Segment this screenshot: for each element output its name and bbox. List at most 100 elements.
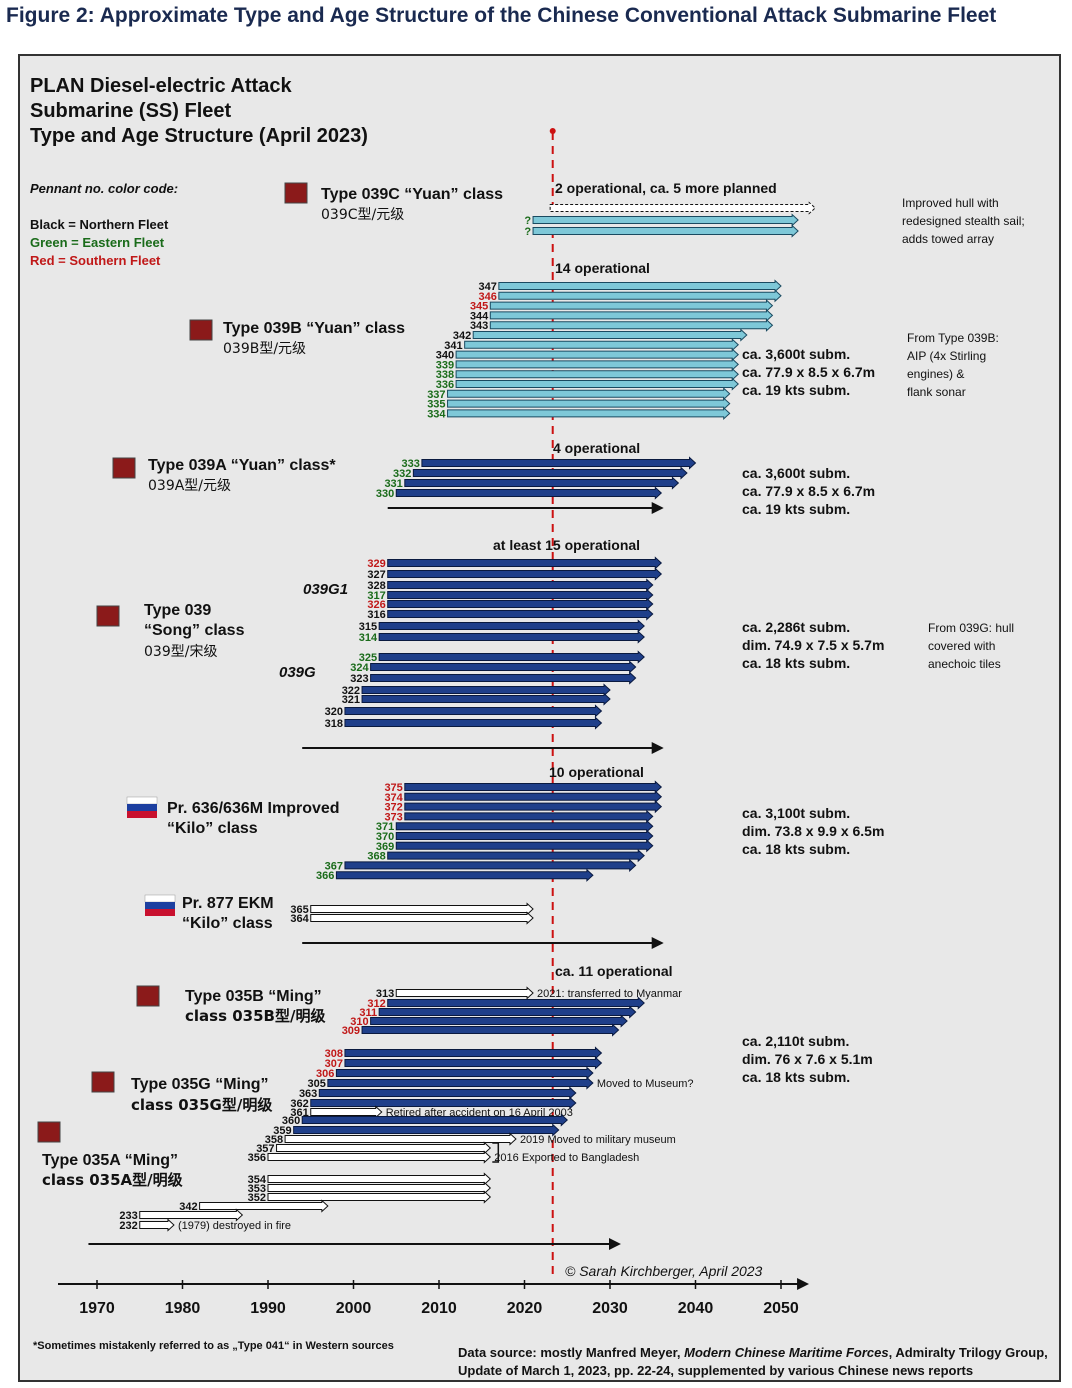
bar-039-10 <box>370 671 637 685</box>
bar-039b-5 <box>472 328 748 342</box>
bar-039-0 <box>387 556 663 570</box>
note-039b-1: AIP (4x Stirling <box>907 349 986 363</box>
bar-035-13-label: 359 <box>273 1125 291 1137</box>
flag-035a <box>37 1121 61 1143</box>
bar-636-2 <box>404 799 663 814</box>
bar-877-1 <box>310 911 534 925</box>
note-039c-2: adds towed array <box>902 232 994 246</box>
bar-039a-1-label: 332 <box>393 468 411 480</box>
specs-039a-2: ca. 19 kts subm. <box>742 501 850 517</box>
bar-039b-6 <box>464 338 739 352</box>
bar-035-16-note: 2016 Exported to Bangladesh <box>494 1152 639 1164</box>
bar-035-14-note: 2019 Moved to military museum <box>520 1134 676 1146</box>
specs-039-1: dim. 74.9 x 7.5 x 5.7m <box>742 637 884 653</box>
bar-039-6 <box>378 619 645 633</box>
bar-035-12 <box>301 1113 568 1127</box>
chart-title-2: Type and Age Structure (April 2023) <box>30 125 368 147</box>
flag-035a-rect <box>37 1121 61 1143</box>
bar-039b-1-label: 346 <box>478 291 496 303</box>
subtitle-035b: class 035B型/明级 <box>185 1007 326 1025</box>
bar-039c-1-label: ? <box>524 215 531 227</box>
chart-title-1: Submarine (SS) Fleet <box>30 100 231 122</box>
bar-035-14-label: 358 <box>265 1134 283 1146</box>
bar-636-4 <box>395 819 654 833</box>
bar-035-8-note: Moved to Museum? <box>597 1078 694 1090</box>
bar-636-6-label: 369 <box>376 841 394 853</box>
bar-039-3-label: 317 <box>367 590 385 602</box>
subtitle-035a: class 035A型/明级 <box>42 1171 184 1189</box>
bar-039-1-label: 327 <box>367 569 385 581</box>
bar-039b-10-label: 336 <box>436 379 454 391</box>
note-039c-1: redesigned stealth sail; <box>902 214 1025 228</box>
bar-877-0 <box>310 902 534 916</box>
title-039a: Type 039A “Yuan” class* <box>148 457 336 474</box>
bar-035-22-note: (1979) destroyed in fire <box>178 1220 291 1232</box>
specs-035-2: ca. 18 kts subm. <box>742 1069 850 1085</box>
title-035a: Type 035A “Ming” <box>42 1152 178 1169</box>
bar-039b-12 <box>447 396 731 411</box>
legend-item-0: Black = Northern Fleet <box>30 217 169 232</box>
flag-877-red <box>145 909 175 916</box>
flag-035g-rect <box>91 1071 115 1093</box>
bar-035-18 <box>267 1181 492 1195</box>
x-tick-label-4: 2010 <box>421 1300 457 1317</box>
bar-039b-13-label: 334 <box>427 408 446 420</box>
bar-039b-3-label: 344 <box>470 310 489 322</box>
title-039-0: Type 039 <box>144 602 211 619</box>
bar-035-19-label: 352 <box>248 1192 266 1204</box>
specs-039a-0: ca. 3,600t subm. <box>742 465 850 481</box>
bar-039b-2-label: 345 <box>470 301 488 313</box>
bar-039-1 <box>387 567 663 581</box>
bar-035-5 <box>344 1046 603 1060</box>
title-039-1: “Song” class <box>144 622 245 639</box>
flag-035g <box>91 1071 115 1093</box>
flag-877 <box>144 894 176 916</box>
bar-035-10 <box>310 1096 577 1110</box>
x-tick-label-1: 1980 <box>165 1300 201 1317</box>
variant-039g1: 039G1 <box>303 581 348 598</box>
legend-heading: Pennant no. color code: <box>30 181 178 196</box>
bar-035-1-label: 312 <box>367 998 385 1010</box>
bar-636-8-label: 367 <box>325 860 343 872</box>
bar-039-10-label: 323 <box>350 673 368 685</box>
bar-039b-11-label: 337 <box>427 389 445 401</box>
bar-039-8-label: 325 <box>359 652 377 664</box>
bar-039-4 <box>387 597 654 611</box>
bar-035-22-label: 232 <box>119 1220 137 1232</box>
title-035b: Type 035B “Ming” <box>185 988 322 1005</box>
bar-039-7 <box>378 630 645 644</box>
bar-039b-0 <box>498 279 782 293</box>
x-tick-label-5: 2020 <box>507 1300 543 1317</box>
legend-item-1: Green = Eastern Fleet <box>30 235 165 250</box>
flag-636 <box>126 796 158 818</box>
bar-035-3 <box>370 1014 628 1028</box>
flag-877-white <box>144 894 176 903</box>
bar-035-13 <box>293 1123 560 1137</box>
bar-039b-2 <box>489 298 774 313</box>
note-039b-0: From Type 039B: <box>907 331 999 345</box>
x-tick-label-3: 2000 <box>336 1300 372 1317</box>
bar-035-19 <box>267 1190 492 1204</box>
legend-item-2: Red = Southern Fleet <box>30 253 161 268</box>
bar-039a-0 <box>421 456 697 470</box>
flag-877-blue <box>145 902 175 909</box>
specs-039b-1: ca. 77.9 x 8.5 x 6.7m <box>742 364 875 380</box>
bar-039-13-label: 320 <box>325 706 343 718</box>
source-line-1: Data source: mostly Manfred Meyer, Moder… <box>458 1345 1048 1360</box>
bar-039-9-label: 324 <box>350 662 369 674</box>
bar-039-5 <box>387 607 654 621</box>
bar-636-0-label: 375 <box>384 782 402 794</box>
bar-035-0-label: 313 <box>376 988 394 1000</box>
title-877-1: “Kilo” class <box>182 915 273 932</box>
bar-035-14 <box>284 1132 517 1146</box>
current-year-marker <box>549 128 556 134</box>
bar-035-3-label: 310 <box>350 1016 368 1028</box>
bar-039-12-label: 321 <box>342 694 360 706</box>
bar-035-21 <box>139 1208 244 1222</box>
note-039-1: covered with <box>928 639 995 653</box>
chart-panel <box>18 54 1061 1382</box>
note-039-2: anechoic tiles <box>928 657 1001 671</box>
bar-035-2-label: 311 <box>359 1007 377 1019</box>
bar-035-12-label: 360 <box>282 1115 300 1127</box>
